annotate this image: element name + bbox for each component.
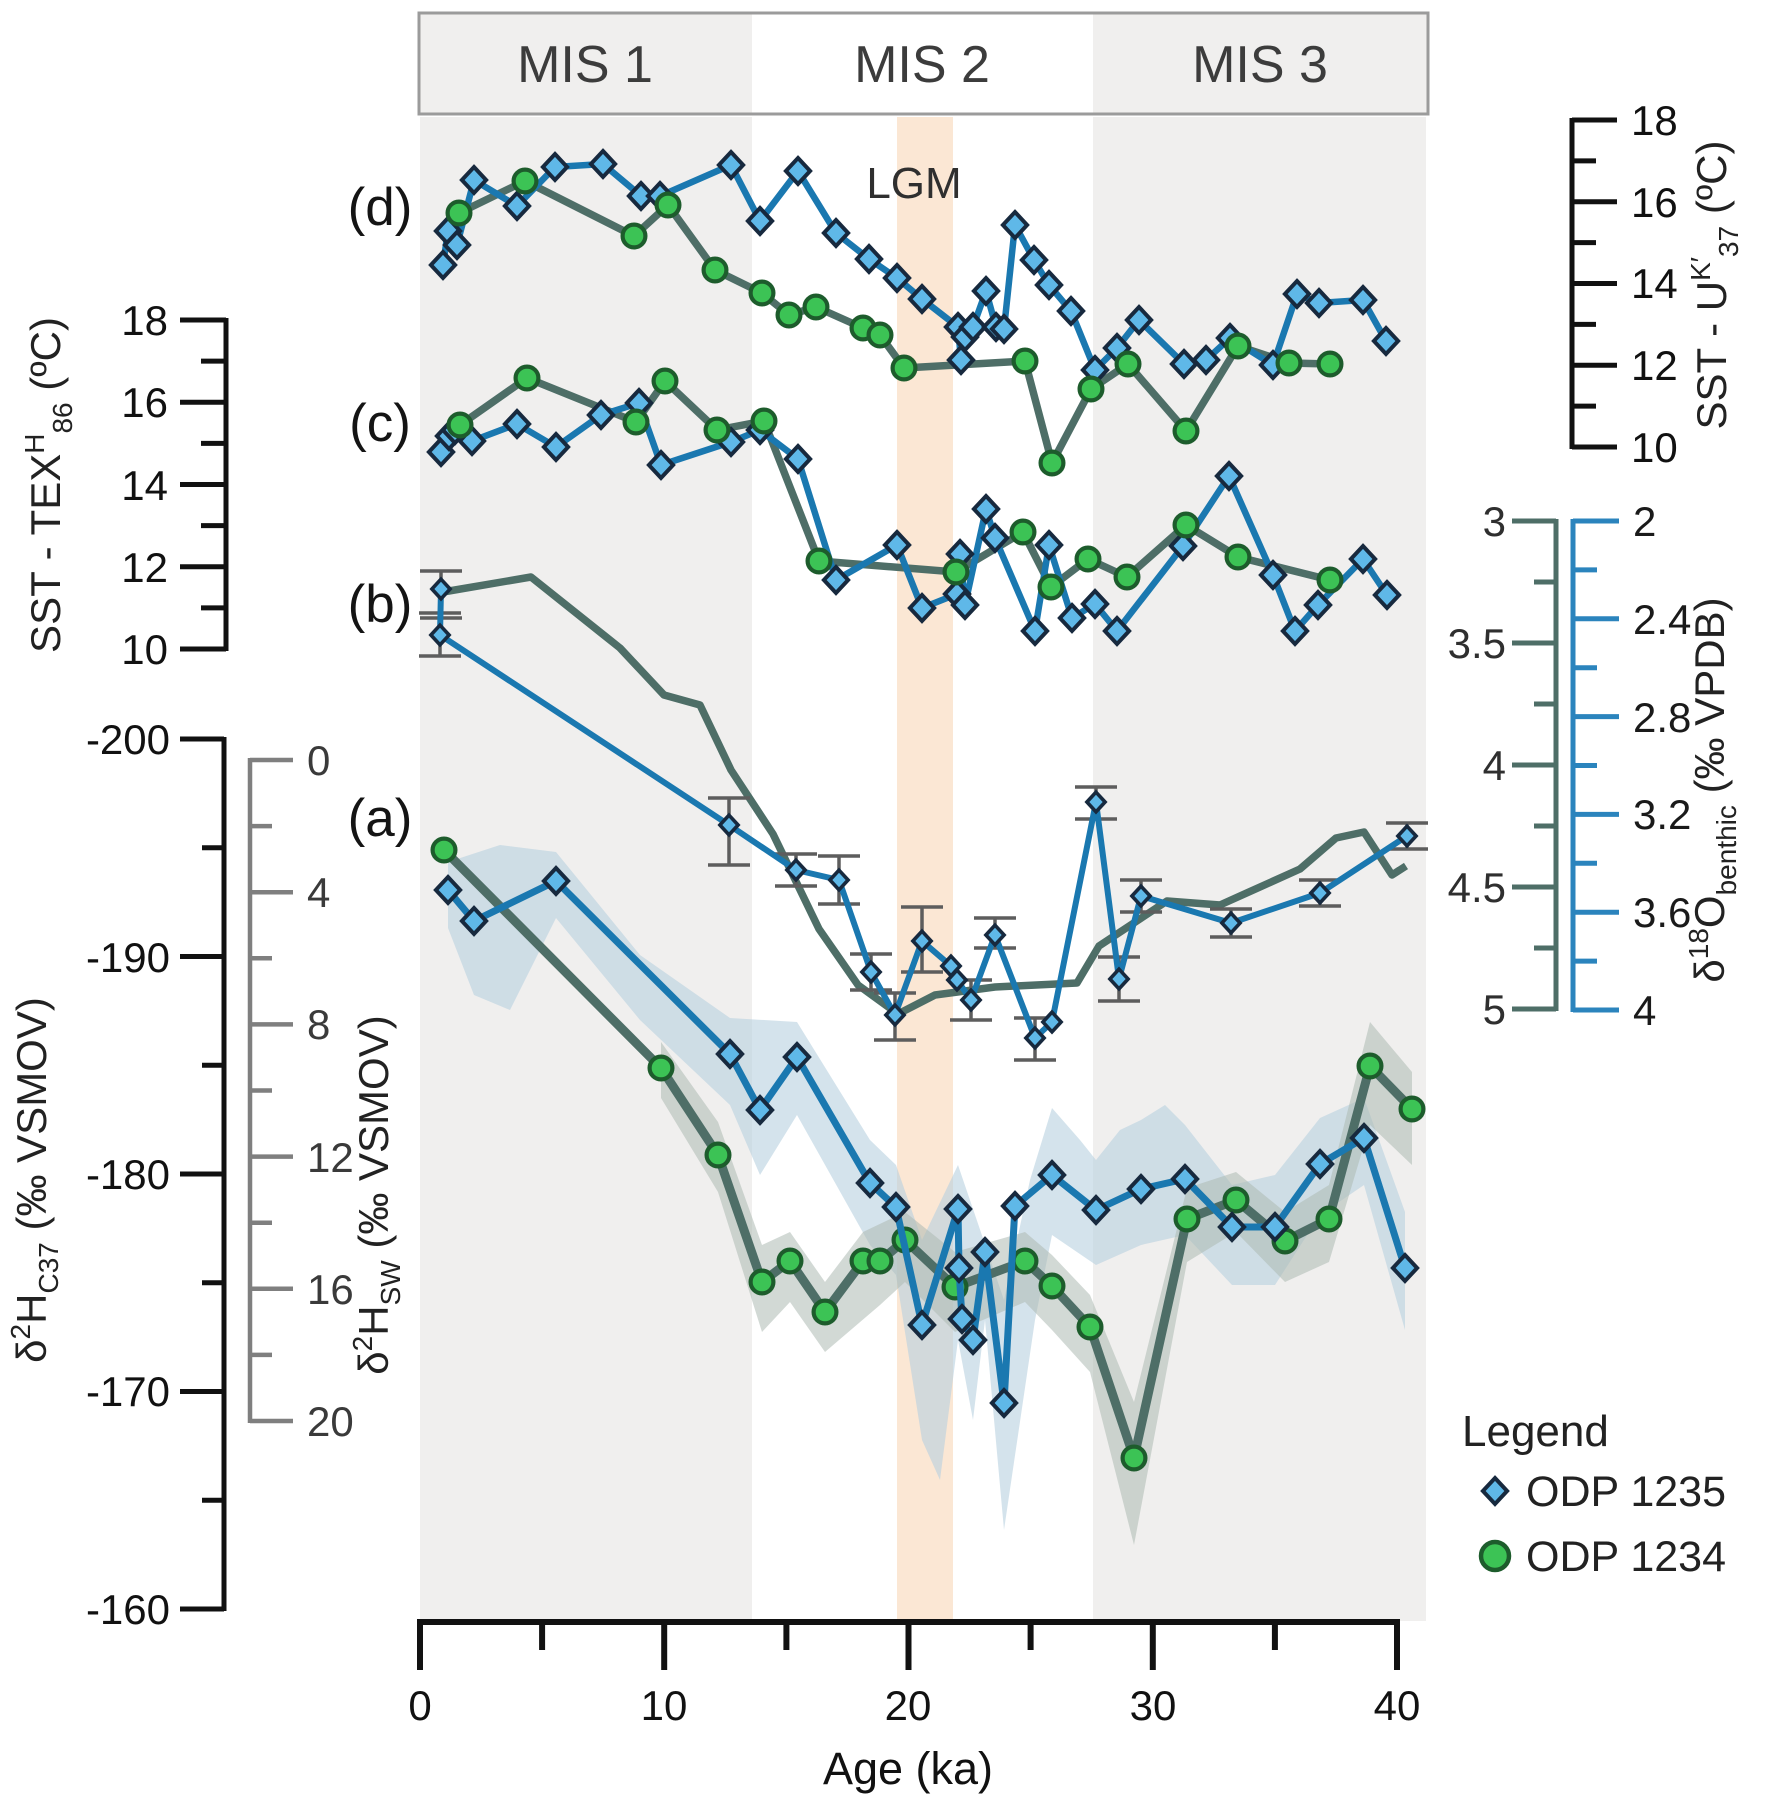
svg-text:0: 0 [408, 1682, 431, 1729]
svg-text:-200: -200 [86, 716, 170, 763]
svg-text:3.6: 3.6 [1633, 889, 1691, 936]
svg-text:MIS 3: MIS 3 [1192, 36, 1328, 94]
svg-text:8: 8 [307, 1001, 330, 1048]
svg-text:LGM: LGM [866, 159, 961, 208]
svg-text:10: 10 [121, 626, 168, 673]
svg-text:12: 12 [1631, 342, 1678, 389]
svg-text:Legend: Legend [1462, 1407, 1609, 1456]
svg-text:14: 14 [1631, 260, 1678, 307]
svg-text:4: 4 [1483, 742, 1506, 789]
svg-text:12: 12 [307, 1134, 354, 1181]
svg-text:18: 18 [121, 297, 168, 344]
svg-text:δ2HSW (‰ VSMOV): δ2HSW (‰ VSMOV) [347, 1015, 406, 1374]
svg-text:20: 20 [885, 1682, 932, 1729]
svg-text:4.5: 4.5 [1448, 864, 1506, 911]
svg-text:10: 10 [1631, 424, 1678, 471]
svg-text:3.2: 3.2 [1633, 791, 1691, 838]
svg-text:SST - UK′37 (ºC): SST - UK′37 (ºC) [1685, 141, 1744, 430]
svg-text:δ2HC37 (‰ VSMOV): δ2HC37 (‰ VSMOV) [5, 997, 64, 1363]
svg-text:-180: -180 [86, 1151, 170, 1198]
svg-text:-160: -160 [86, 1586, 170, 1633]
svg-text:40: 40 [1374, 1682, 1421, 1729]
svg-text:-190: -190 [86, 934, 170, 981]
svg-text:δ18Obenthic (‰ VPDB): δ18Obenthic (‰ VPDB) [1683, 597, 1742, 982]
svg-text:3.5: 3.5 [1448, 620, 1506, 667]
svg-text:2.8: 2.8 [1633, 694, 1691, 741]
svg-text:(b): (b) [348, 575, 413, 634]
svg-text:10: 10 [641, 1682, 688, 1729]
svg-text:4: 4 [1633, 987, 1656, 1034]
svg-text:ODP 1235: ODP 1235 [1526, 1468, 1726, 1516]
svg-text:4: 4 [307, 869, 330, 916]
svg-text:MIS 1: MIS 1 [517, 36, 653, 94]
svg-text:(a): (a) [348, 789, 413, 848]
svg-text:12: 12 [121, 544, 168, 591]
svg-text:0: 0 [307, 737, 330, 784]
svg-text:30: 30 [1130, 1682, 1177, 1729]
svg-text:-170: -170 [86, 1368, 170, 1415]
svg-text:Age (ka): Age (ka) [823, 1743, 993, 1794]
svg-text:16: 16 [121, 379, 168, 426]
svg-text:20: 20 [307, 1398, 354, 1445]
svg-text:14: 14 [121, 462, 168, 509]
svg-text:16: 16 [307, 1266, 354, 1313]
svg-text:(d): (d) [348, 178, 413, 237]
svg-text:3: 3 [1483, 498, 1506, 545]
svg-text:18: 18 [1631, 97, 1678, 144]
svg-text:ODP 1234: ODP 1234 [1526, 1533, 1726, 1581]
svg-text:5: 5 [1483, 986, 1506, 1033]
svg-text:MIS 2: MIS 2 [854, 36, 990, 94]
svg-text:(c): (c) [349, 394, 411, 453]
svg-text:2: 2 [1633, 498, 1656, 545]
svg-text:SST - TEXH86 (ºC): SST - TEXH86 (ºC) [19, 317, 78, 653]
svg-text:16: 16 [1631, 179, 1678, 226]
svg-text:2.4: 2.4 [1633, 596, 1691, 643]
